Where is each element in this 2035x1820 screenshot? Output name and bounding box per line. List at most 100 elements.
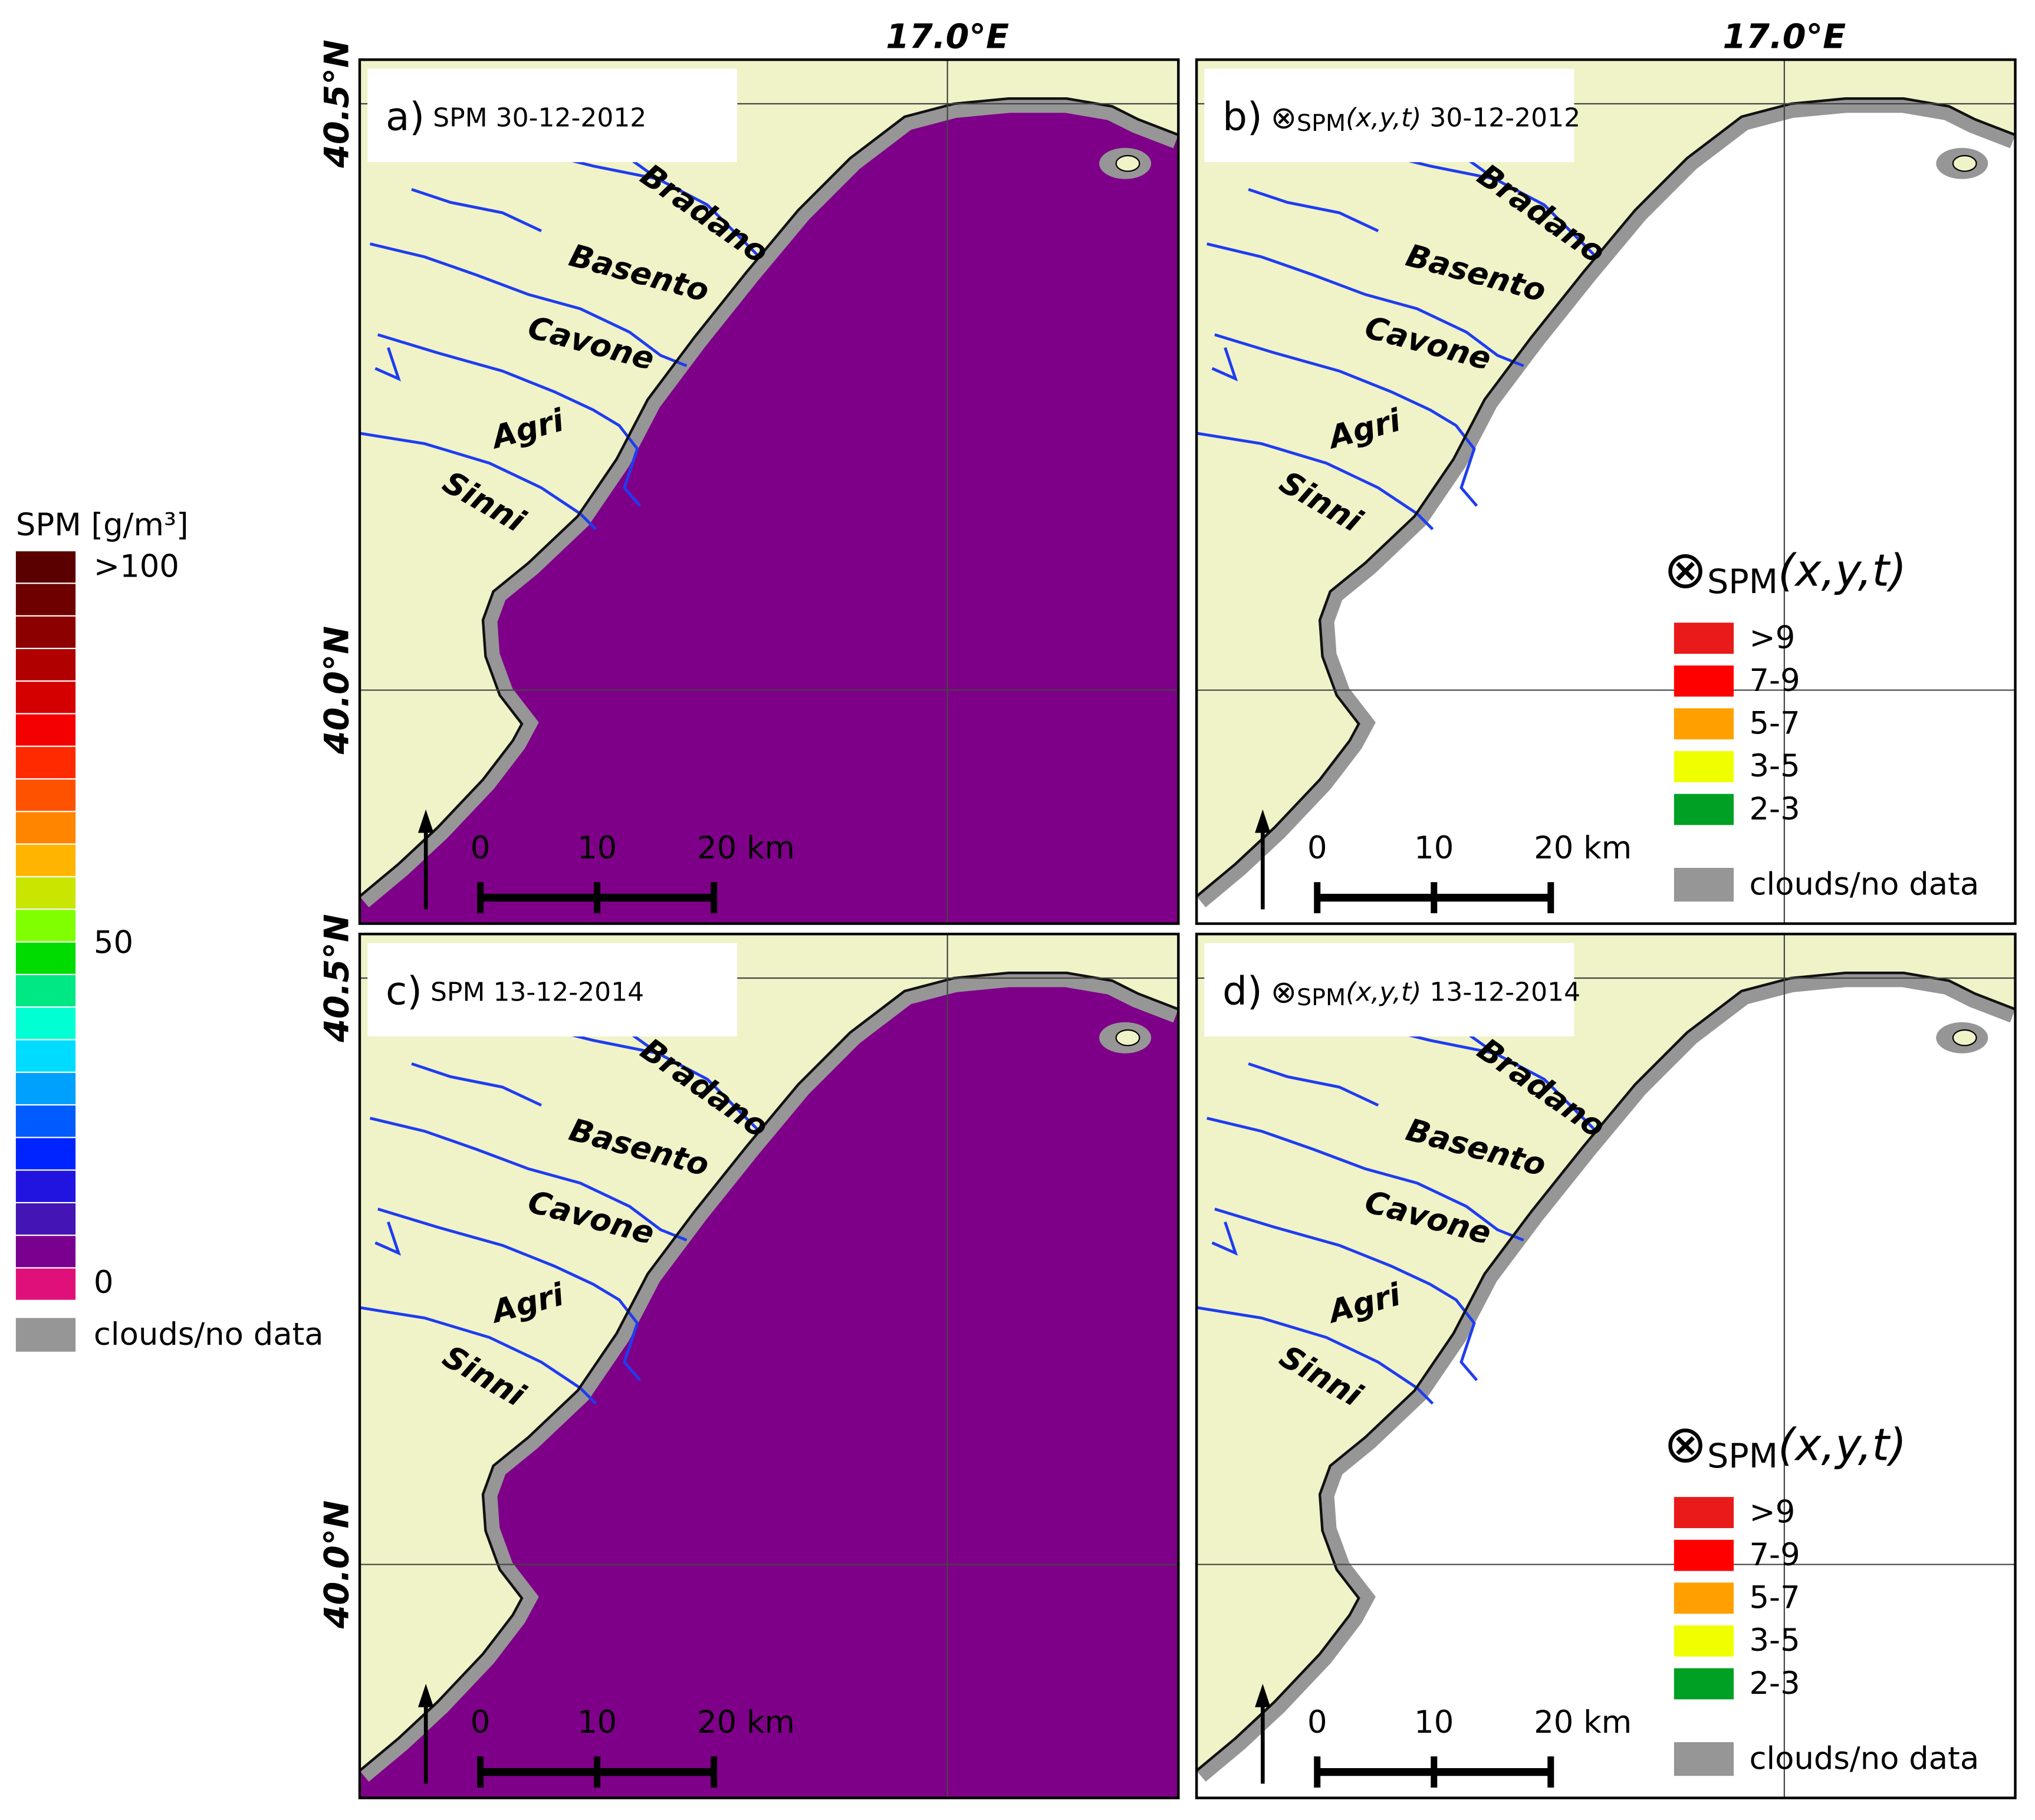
panel-border bbox=[358, 58, 1180, 925]
north-arrow-head bbox=[417, 1683, 434, 1707]
title-box bbox=[1204, 943, 1574, 1037]
panel-letter: c) bbox=[386, 968, 422, 1013]
river bbox=[1214, 1207, 1478, 1381]
colorbar-swatch bbox=[15, 1138, 76, 1170]
map-body bbox=[359, 60, 1179, 924]
operator-sub: SPM bbox=[1297, 110, 1346, 137]
island bbox=[1115, 1029, 1140, 1046]
colorbar-swatch bbox=[15, 812, 76, 844]
operator-symbol: ⊗ bbox=[1271, 974, 1297, 1010]
scale-label: 20 km bbox=[1534, 830, 1632, 866]
panel-letter: d) bbox=[1222, 968, 1263, 1013]
colorbar-swatch bbox=[15, 682, 76, 713]
legend-nodata-swatch bbox=[1674, 1742, 1734, 1776]
nodata-swatch bbox=[15, 1318, 76, 1352]
river bbox=[369, 1117, 688, 1242]
coastline bbox=[1196, 97, 2016, 898]
colorbar-label: 50 bbox=[94, 924, 133, 960]
legend-swatch bbox=[1674, 1582, 1734, 1614]
sea bbox=[1196, 98, 2016, 924]
coastline bbox=[359, 972, 1179, 1772]
panel-title: c) SPM 13-12-2014 bbox=[386, 968, 644, 1013]
space bbox=[485, 977, 493, 1007]
panel-date: 30-12-2012 bbox=[1429, 103, 1580, 133]
scale-label: 0 bbox=[1307, 1704, 1327, 1740]
title-box bbox=[1204, 68, 1574, 163]
legend-label: 3-5 bbox=[1749, 1622, 1800, 1658]
space bbox=[1263, 977, 1271, 1007]
legend-label: 7-9 bbox=[1749, 1537, 1800, 1573]
scale-label: 10 bbox=[1414, 830, 1454, 866]
legend-swatch bbox=[1674, 1497, 1734, 1528]
legend-swatch bbox=[1674, 1625, 1734, 1657]
colorbar-label: >100 bbox=[94, 548, 179, 584]
legend-label: 7-9 bbox=[1749, 663, 1800, 699]
lat-label: 40.5°N bbox=[317, 914, 356, 1043]
map-body bbox=[359, 934, 1179, 1798]
colorbar-swatch bbox=[15, 584, 76, 616]
legend-swatch bbox=[1674, 665, 1734, 697]
scale-label: 20 km bbox=[697, 830, 795, 866]
title-box bbox=[367, 943, 738, 1037]
legend-symbol: ⊗ bbox=[1663, 1413, 1707, 1474]
lon-label: 17.0°E bbox=[886, 18, 1009, 57]
scale-label: 20 km bbox=[1534, 1704, 1632, 1740]
river bbox=[1211, 347, 1238, 381]
colorbar-swatch bbox=[15, 1170, 76, 1202]
operator-args: (x,y,t) bbox=[1346, 977, 1421, 1007]
river bbox=[1248, 187, 1379, 232]
coastline bbox=[359, 97, 1179, 898]
river bbox=[374, 347, 401, 381]
river bbox=[411, 1062, 543, 1107]
colorbar-swatch bbox=[15, 1040, 76, 1072]
sea bbox=[359, 98, 1179, 924]
legend-swatch bbox=[1674, 1668, 1734, 1700]
river bbox=[1248, 1062, 1379, 1107]
river bbox=[1206, 1117, 1524, 1242]
scale-label: 0 bbox=[1307, 830, 1327, 866]
legend-label: 5-7 bbox=[1749, 1580, 1800, 1616]
scale-label: 10 bbox=[577, 830, 617, 866]
legend-sub: SPM bbox=[1707, 1437, 1778, 1476]
legend-swatch bbox=[1674, 794, 1734, 825]
legend-title: ⊗SPM(x,y,t) bbox=[1663, 1413, 1906, 1475]
title-box bbox=[367, 68, 738, 163]
north-arrow-head bbox=[417, 809, 434, 833]
colorbar-swatch bbox=[15, 1105, 76, 1137]
colorbar-swatch bbox=[15, 1236, 76, 1268]
legend-sub: SPM bbox=[1707, 562, 1778, 601]
variable-name: SPM bbox=[430, 977, 485, 1007]
scale-label: 0 bbox=[471, 830, 491, 866]
river bbox=[369, 242, 688, 367]
river bbox=[377, 333, 642, 507]
map-body bbox=[1196, 934, 2016, 1798]
legend-label: 3-5 bbox=[1749, 748, 1800, 784]
panel-title: b) ⊗SPM(x,y,t) 30-12-2012 bbox=[1222, 94, 1580, 139]
panel-date: 13-12-2014 bbox=[1429, 977, 1580, 1007]
legend-swatch bbox=[1674, 751, 1734, 782]
lat-label: 40.5°N bbox=[317, 40, 356, 169]
panel-border bbox=[1195, 933, 2017, 1799]
colorbar-swatch bbox=[15, 649, 76, 681]
scale-label: 10 bbox=[1414, 1704, 1454, 1740]
river bbox=[1211, 1221, 1238, 1256]
panel-title: d) ⊗SPM(x,y,t) 13-12-2014 bbox=[1222, 968, 1580, 1013]
legend-swatch bbox=[1674, 708, 1734, 740]
river bbox=[1196, 432, 1434, 531]
legend-label: 2-3 bbox=[1749, 791, 1800, 827]
north-arrow-head bbox=[1255, 809, 1271, 833]
legend-label: >9 bbox=[1749, 620, 1795, 656]
space bbox=[425, 103, 433, 133]
panel-letter: b) bbox=[1222, 94, 1263, 139]
colorbar-swatch bbox=[15, 844, 76, 876]
river bbox=[1196, 1306, 1434, 1405]
island bbox=[1115, 154, 1140, 172]
land bbox=[359, 60, 1179, 897]
operator-symbol: ⊗ bbox=[1271, 100, 1297, 136]
colorbar-swatch bbox=[15, 746, 76, 778]
